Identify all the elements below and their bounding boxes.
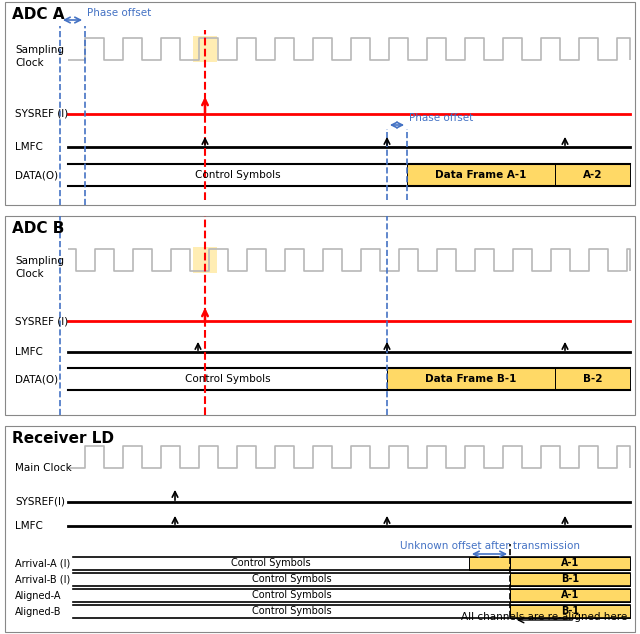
Bar [193,36,217,62]
Text: ADC A: ADC A [12,7,65,22]
Bar [510,605,630,618]
Text: Aligned-A: Aligned-A [15,591,61,601]
Bar [407,164,555,186]
Text: B-1: B-1 [561,574,579,585]
Bar [510,557,630,570]
Text: Control Symbols: Control Symbols [252,574,332,585]
Text: Control Symbols: Control Symbols [252,590,332,600]
Bar [555,164,630,186]
Text: A-2: A-2 [583,170,602,180]
Text: Sampling: Sampling [15,256,64,266]
Text: LMFC: LMFC [15,347,43,357]
Text: DATA(O): DATA(O) [15,374,58,384]
Bar [510,589,630,602]
Text: A-1: A-1 [561,559,579,569]
Text: SYSREF (I): SYSREF (I) [15,316,68,326]
Text: Main Clock: Main Clock [15,463,72,473]
Text: Phase offset: Phase offset [87,8,151,18]
Bar [5,426,635,632]
Text: Data Frame A-1: Data Frame A-1 [435,170,527,180]
Text: SYSREF (I): SYSREF (I) [15,109,68,119]
Text: Sampling: Sampling [15,45,64,55]
Text: A-1: A-1 [561,590,579,600]
Text: Aligned-B: Aligned-B [15,607,61,617]
Bar [193,247,217,273]
Bar [510,573,630,586]
Text: Phase offset: Phase offset [409,113,473,123]
Text: Arrival-A (I): Arrival-A (I) [15,559,70,569]
Bar [387,368,555,390]
Text: Clock: Clock [15,58,44,68]
Text: Receiver LD: Receiver LD [12,431,114,446]
Text: LMFC: LMFC [15,521,43,531]
Text: B-1: B-1 [561,607,579,616]
Bar [5,216,635,415]
Text: Data Frame B-1: Data Frame B-1 [426,374,516,384]
Text: B-2: B-2 [583,374,602,384]
Bar [555,368,630,390]
Text: SYSREF(I): SYSREF(I) [15,497,65,507]
Text: Control Symbols: Control Symbols [231,559,311,569]
Text: Control Symbols: Control Symbols [252,607,332,616]
Bar [5,2,635,205]
Text: LMFC: LMFC [15,142,43,152]
Text: Arrival-B (I): Arrival-B (I) [15,575,70,585]
Text: Control Symbols: Control Symbols [185,374,270,384]
Bar [469,557,510,570]
Text: Control Symbols: Control Symbols [195,170,280,180]
Text: Clock: Clock [15,269,44,279]
Text: Unknown offset after transmission: Unknown offset after transmission [399,541,579,551]
Text: DATA(O): DATA(O) [15,170,58,180]
Text: ADC B: ADC B [12,221,65,236]
Text: All channels are re-aligned here: All channels are re-aligned here [461,612,627,622]
